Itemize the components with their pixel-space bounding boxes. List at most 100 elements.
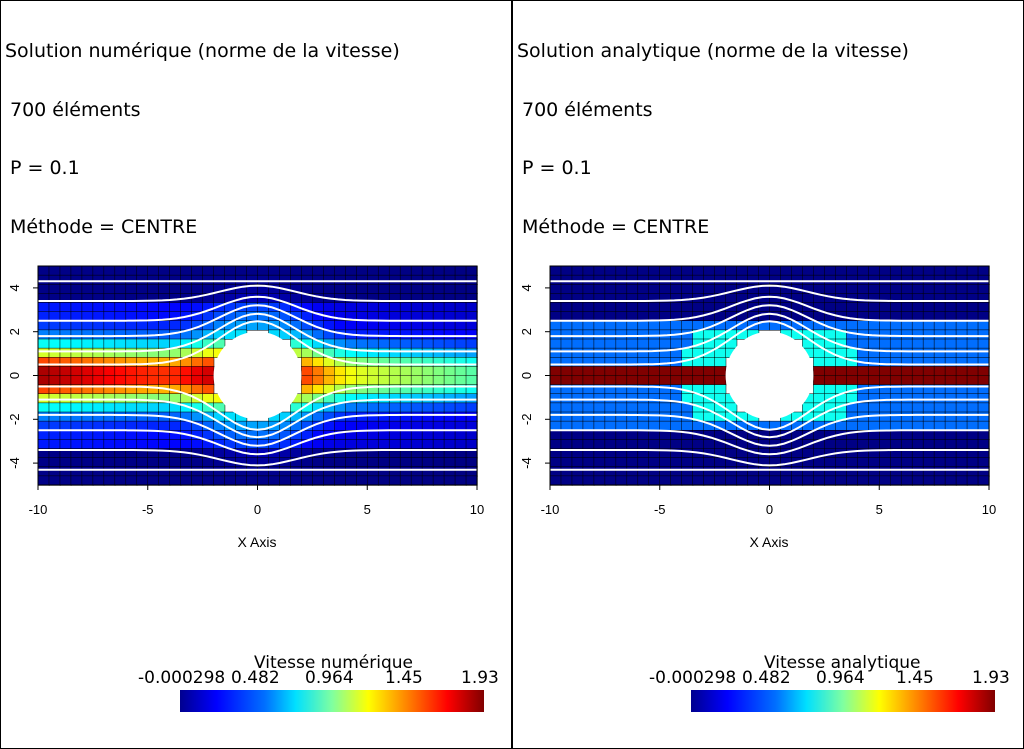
streamline	[38, 385, 477, 431]
field-cell	[977, 430, 990, 441]
colorbar-title: Vitesse numérique	[254, 653, 413, 673]
field-cell	[367, 420, 379, 431]
field-cell	[911, 284, 924, 295]
field-cell	[615, 457, 628, 468]
field-cell	[549, 338, 562, 349]
field-cell	[659, 265, 672, 276]
field-cell	[604, 420, 617, 431]
field-cell	[900, 274, 913, 285]
field-cell	[432, 320, 445, 331]
field-cell	[334, 439, 346, 450]
field-cell	[747, 475, 760, 486]
field-cell	[868, 338, 880, 349]
viewport-numerical[interactable]: Solution numérique (norme de la vitesse)…	[0, 0, 512, 749]
field-cell	[900, 375, 913, 386]
field-cell	[465, 439, 478, 450]
field-cell	[911, 430, 924, 441]
field-cell	[169, 439, 182, 450]
field-cell	[560, 457, 573, 468]
field-cell	[955, 265, 968, 276]
field-cell	[593, 347, 606, 358]
field-cell	[312, 375, 324, 386]
field-cell	[158, 375, 171, 386]
field-cell	[334, 274, 346, 285]
field-cell	[977, 475, 990, 486]
field-cell	[367, 265, 379, 276]
field-cell	[637, 393, 650, 404]
field-cell	[454, 329, 467, 340]
field-cell	[604, 375, 617, 386]
field-cell	[191, 357, 204, 368]
field-cell	[560, 302, 573, 313]
field-cell	[323, 466, 335, 477]
field-cell	[367, 302, 379, 313]
field-cell	[81, 402, 94, 413]
field-cell	[714, 357, 727, 368]
field-cell	[846, 366, 858, 377]
field-cell	[549, 366, 562, 377]
field-cell	[725, 475, 738, 486]
field-cell	[824, 265, 836, 276]
field-cell	[301, 274, 314, 285]
y-tick-label: -2	[519, 414, 534, 426]
viewport-analytical[interactable]: Solution analytique (norme de la vitesse…	[512, 0, 1024, 749]
streamline	[550, 385, 989, 431]
field-cell	[681, 439, 694, 450]
field-cell	[323, 265, 335, 276]
field-cell	[911, 457, 924, 468]
field-cell	[593, 366, 606, 377]
field-cell	[147, 439, 160, 450]
field-cell	[213, 466, 226, 477]
field-cell	[604, 466, 617, 477]
field-cell	[443, 338, 456, 349]
field-cell	[868, 357, 880, 368]
field-cell	[857, 375, 869, 386]
field-cell	[593, 475, 606, 486]
field-cell	[454, 475, 467, 486]
field-cell	[626, 402, 639, 413]
field-cell	[900, 338, 913, 349]
field-cell	[802, 293, 815, 304]
field-cell	[692, 274, 705, 285]
field-cell	[900, 475, 913, 486]
field-cell	[399, 366, 412, 377]
field-cell	[136, 347, 149, 358]
field-cell	[857, 302, 869, 313]
field-cell	[399, 393, 412, 404]
field-cell	[900, 411, 913, 422]
field-cell	[791, 274, 804, 285]
field-cell	[70, 466, 83, 477]
field-cell	[977, 402, 990, 413]
field-cell	[180, 457, 193, 468]
field-cell	[637, 320, 650, 331]
field-cell	[889, 411, 902, 422]
field-cell	[659, 274, 672, 285]
field-cell	[48, 284, 61, 295]
field-cell	[312, 274, 324, 285]
field-cell	[911, 393, 924, 404]
field-cell	[125, 439, 138, 450]
streamline	[550, 284, 989, 302]
field-cell	[966, 439, 979, 450]
field-cell	[70, 265, 83, 276]
field-cell	[593, 375, 606, 386]
field-cell	[399, 475, 412, 486]
field-cell	[158, 284, 171, 295]
field-cell	[659, 466, 672, 477]
field-cell	[747, 265, 760, 276]
field-cell	[813, 284, 826, 295]
field-cell	[345, 320, 357, 331]
field-cell	[399, 457, 412, 468]
field-cell	[465, 466, 478, 477]
field-cell	[70, 347, 83, 358]
field-cell	[70, 430, 83, 441]
field-cell	[911, 347, 924, 358]
field-cell	[37, 320, 50, 331]
field-cell	[670, 320, 683, 331]
field-cell	[125, 329, 138, 340]
field-cell	[791, 265, 804, 276]
field-cell	[114, 347, 127, 358]
field-cell	[626, 265, 639, 276]
axis-ticks: -10 -5 0 5 10 4 2 0 -2 -4	[519, 284, 996, 517]
field-cell	[224, 466, 237, 477]
